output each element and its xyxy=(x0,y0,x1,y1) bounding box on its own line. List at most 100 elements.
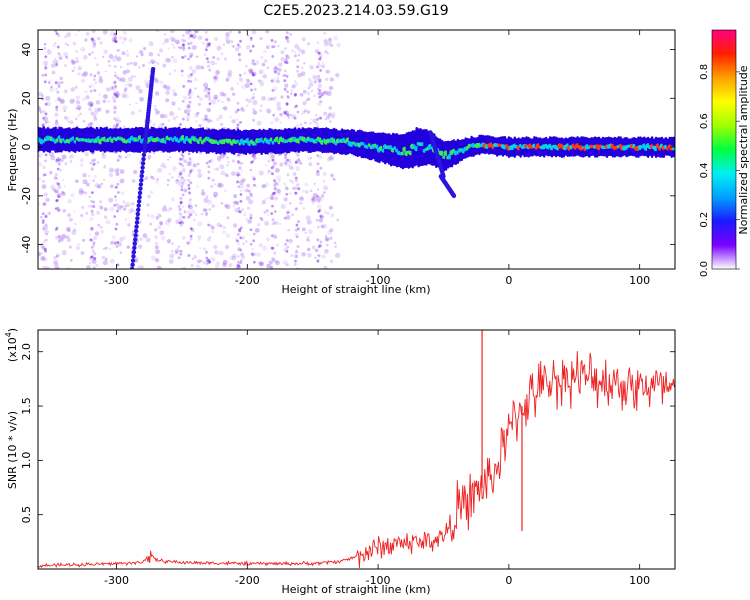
noise-point xyxy=(102,30,108,35)
noise-point xyxy=(259,82,265,87)
noise-point xyxy=(211,178,215,182)
noise-point xyxy=(97,184,102,189)
noise-point xyxy=(150,255,156,261)
noise-point xyxy=(311,197,316,203)
noise-point xyxy=(103,166,106,169)
noise-column-point xyxy=(55,105,59,109)
noise-column-point xyxy=(187,183,191,187)
noise-column-point xyxy=(207,258,211,262)
noise-point xyxy=(259,216,263,220)
noise-point xyxy=(314,256,317,259)
noise-point xyxy=(43,116,49,122)
noise-column-point xyxy=(296,227,300,231)
noise-point xyxy=(320,215,325,220)
noise-point xyxy=(146,203,150,207)
noise-point xyxy=(225,39,231,44)
noise-point xyxy=(126,81,129,85)
noise-point xyxy=(306,247,311,252)
noise-column-point xyxy=(57,158,61,162)
noise-point xyxy=(235,171,241,177)
noise-point xyxy=(209,224,213,228)
noise-point xyxy=(105,109,110,114)
noise-column-point xyxy=(113,65,117,68)
noise-point xyxy=(186,103,191,108)
streak-point xyxy=(136,203,141,208)
noise-point xyxy=(149,222,153,226)
noise-point xyxy=(329,236,333,240)
noise-point xyxy=(217,182,222,188)
noise-column-point xyxy=(187,57,191,61)
noise-column-point xyxy=(189,213,193,217)
noise-column-point xyxy=(42,116,45,120)
noise-point xyxy=(235,201,240,205)
noise-point xyxy=(215,70,220,75)
noise-point xyxy=(113,106,117,111)
noise-point xyxy=(295,166,300,171)
noise-column-point xyxy=(57,195,61,199)
noise-point xyxy=(329,173,334,178)
noise-point xyxy=(270,256,275,261)
noise-point xyxy=(280,57,285,62)
noise-point xyxy=(266,263,271,269)
noise-column-point xyxy=(271,158,275,162)
noise-point xyxy=(204,115,209,119)
noise-column-point xyxy=(249,216,253,220)
noise-point xyxy=(323,42,328,47)
noise-point xyxy=(102,55,105,58)
noise-point xyxy=(41,184,47,189)
noise-point xyxy=(263,49,267,54)
noise-point xyxy=(241,208,244,211)
noise-point xyxy=(206,118,211,123)
noise-column-point xyxy=(57,52,61,56)
noise-point xyxy=(324,90,329,96)
noise-point xyxy=(211,204,216,208)
noise-column-point xyxy=(179,46,182,50)
noise-point xyxy=(331,115,335,119)
noise-point xyxy=(124,87,128,91)
streak-point xyxy=(135,211,141,217)
noise-column-point xyxy=(187,152,191,156)
noise-point xyxy=(214,62,218,65)
noise-column-point xyxy=(44,120,48,124)
noise-column-point xyxy=(56,45,60,49)
noise-point xyxy=(219,164,225,170)
noise-point xyxy=(92,44,96,49)
noise-point xyxy=(52,188,56,192)
noise-column-point xyxy=(182,43,185,46)
noise-column-point xyxy=(271,172,274,176)
noise-point xyxy=(179,182,184,187)
noise-column-point xyxy=(189,41,193,45)
noise-point xyxy=(302,189,305,192)
noise-point xyxy=(212,75,217,80)
noise-point xyxy=(56,192,62,198)
noise-point xyxy=(274,260,280,266)
noise-point xyxy=(310,89,313,92)
noise-point xyxy=(206,238,211,242)
noise-column-point xyxy=(316,65,319,69)
noise-point xyxy=(63,51,68,57)
noise-point xyxy=(163,33,167,36)
noise-point xyxy=(165,98,170,103)
noise-column-point xyxy=(286,245,290,249)
noise-column-point xyxy=(316,194,320,198)
noise-point xyxy=(44,65,48,70)
noise-column-point xyxy=(113,110,117,114)
noise-point xyxy=(153,77,158,81)
noise-point xyxy=(75,107,78,110)
noise-point xyxy=(223,93,227,97)
noise-point xyxy=(213,80,217,84)
noise-point xyxy=(288,238,293,242)
noise-point xyxy=(259,79,264,85)
noise-point xyxy=(177,245,181,248)
noise-point xyxy=(316,63,322,68)
noise-point xyxy=(190,263,195,268)
noise-point xyxy=(77,72,81,76)
noise-point xyxy=(109,206,114,212)
noise-point xyxy=(315,199,319,203)
noise-point xyxy=(84,38,88,42)
noise-point xyxy=(42,265,48,269)
noise-point xyxy=(135,85,141,91)
noise-point xyxy=(318,81,321,84)
noise-column-point xyxy=(179,162,183,166)
noise-point xyxy=(276,191,281,196)
